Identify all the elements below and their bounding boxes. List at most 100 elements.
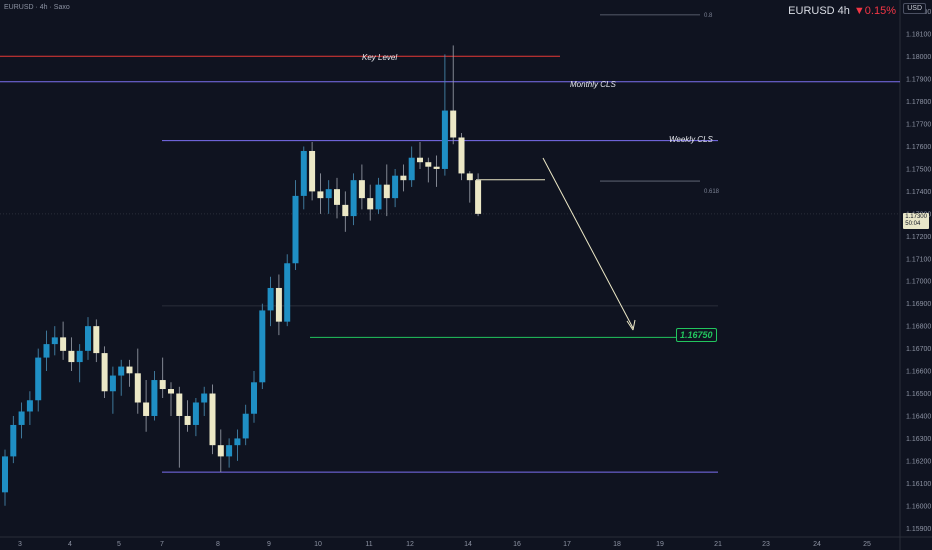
candle bbox=[400, 164, 407, 192]
candle-body bbox=[342, 204, 349, 217]
price-tick-label: 1.16500 bbox=[906, 391, 931, 398]
chart-overlay bbox=[542, 157, 636, 331]
price-tick-label: 1.16100 bbox=[906, 481, 931, 488]
time-tick-label: 8 bbox=[216, 541, 220, 548]
candle bbox=[367, 184, 374, 221]
candle-body bbox=[226, 445, 233, 457]
bar-countdown: 50:04 bbox=[905, 221, 921, 227]
candle bbox=[358, 164, 365, 210]
candle-body bbox=[184, 415, 191, 425]
time-tick-label: 16 bbox=[513, 541, 521, 548]
projection-arrow-head bbox=[626, 319, 636, 331]
candle-body bbox=[317, 191, 324, 199]
candle-body bbox=[168, 389, 174, 394]
candle bbox=[209, 384, 216, 455]
candle-body bbox=[284, 263, 291, 322]
candle-body bbox=[309, 150, 316, 192]
price-tick-label: 1.18100 bbox=[906, 32, 931, 39]
projection-arrow-line bbox=[542, 157, 634, 329]
candle-body bbox=[450, 110, 457, 138]
candle-body bbox=[383, 184, 390, 199]
currency-button[interactable]: USD bbox=[903, 3, 926, 14]
candle bbox=[342, 191, 349, 232]
price-tick-label: 1.17600 bbox=[906, 144, 931, 151]
candle-body bbox=[234, 438, 241, 446]
candle-body bbox=[2, 456, 8, 493]
candle bbox=[475, 173, 482, 217]
candle bbox=[10, 415, 17, 464]
candle bbox=[375, 177, 382, 214]
price-tick-label: 1.17800 bbox=[906, 99, 931, 106]
price-axis: 1.182001.181001.180001.179001.178001.177… bbox=[906, 9, 931, 533]
candle bbox=[51, 326, 58, 356]
candle-body bbox=[209, 393, 216, 446]
candle bbox=[458, 133, 465, 181]
candle bbox=[18, 402, 25, 439]
candle-body bbox=[93, 326, 100, 354]
price-tick-label: 1.16900 bbox=[906, 301, 931, 308]
candle bbox=[383, 164, 390, 217]
candle bbox=[234, 429, 241, 461]
candle-body bbox=[118, 366, 125, 376]
candle bbox=[134, 348, 141, 414]
candle bbox=[317, 173, 324, 214]
candle-body bbox=[10, 424, 17, 457]
price-tick-label: 1.16200 bbox=[906, 458, 931, 465]
candle bbox=[93, 319, 100, 363]
candle-body bbox=[275, 287, 282, 322]
candle-body bbox=[143, 402, 150, 416]
candle-body bbox=[242, 413, 249, 439]
time-tick-label: 25 bbox=[863, 541, 871, 548]
candle bbox=[267, 276, 274, 327]
time-tick-label: 7 bbox=[160, 541, 164, 548]
candle-body bbox=[408, 157, 415, 181]
time-tick-label: 9 bbox=[267, 541, 271, 548]
price-tick-label: 1.17100 bbox=[906, 256, 931, 263]
candle-body bbox=[35, 357, 42, 401]
price-tick-label: 1.16600 bbox=[906, 369, 931, 376]
time-tick-label: 17 bbox=[563, 541, 571, 548]
candle-body bbox=[85, 326, 91, 351]
price-tick-label: 1.16700 bbox=[906, 346, 931, 353]
candle bbox=[60, 321, 67, 360]
candle-body bbox=[475, 180, 482, 214]
candle bbox=[242, 404, 249, 446]
candle-body bbox=[60, 337, 67, 351]
price-tick-label: 1.18000 bbox=[906, 54, 931, 61]
candle bbox=[450, 45, 457, 145]
candle-body bbox=[267, 287, 274, 311]
fib-level-label-top: 0.8 bbox=[704, 13, 713, 19]
candle-body bbox=[325, 189, 332, 199]
candle bbox=[85, 317, 91, 360]
price-tick-label: 1.17400 bbox=[906, 189, 931, 196]
time-tick-label: 18 bbox=[613, 541, 621, 548]
candle-body bbox=[300, 150, 307, 196]
candle-body bbox=[109, 375, 116, 392]
price-tick-label: 1.15900 bbox=[906, 526, 931, 533]
candle bbox=[325, 180, 332, 214]
time-tick-label: 12 bbox=[406, 541, 414, 548]
candle-body bbox=[441, 110, 448, 169]
price-tick-label: 1.16000 bbox=[906, 503, 931, 510]
time-tick-label: 10 bbox=[314, 541, 322, 548]
candle-body bbox=[68, 350, 75, 363]
candle-body bbox=[159, 380, 166, 390]
candle-body bbox=[358, 180, 365, 199]
time-tick-label: 3 bbox=[18, 541, 22, 548]
candle-body bbox=[334, 189, 340, 205]
candle-body bbox=[259, 310, 266, 383]
candle bbox=[168, 382, 174, 416]
key-level-label: Key Level bbox=[362, 53, 398, 62]
candle bbox=[251, 371, 257, 423]
candle-body bbox=[417, 157, 423, 163]
time-tick-label: 19 bbox=[656, 541, 664, 548]
candle-body bbox=[350, 180, 357, 217]
change-percent: ▼0.15% bbox=[853, 5, 896, 17]
candle bbox=[201, 386, 208, 416]
candle-body bbox=[400, 175, 407, 181]
candle bbox=[2, 449, 8, 506]
candle bbox=[259, 303, 266, 390]
candle bbox=[43, 330, 50, 372]
candle bbox=[151, 371, 158, 421]
